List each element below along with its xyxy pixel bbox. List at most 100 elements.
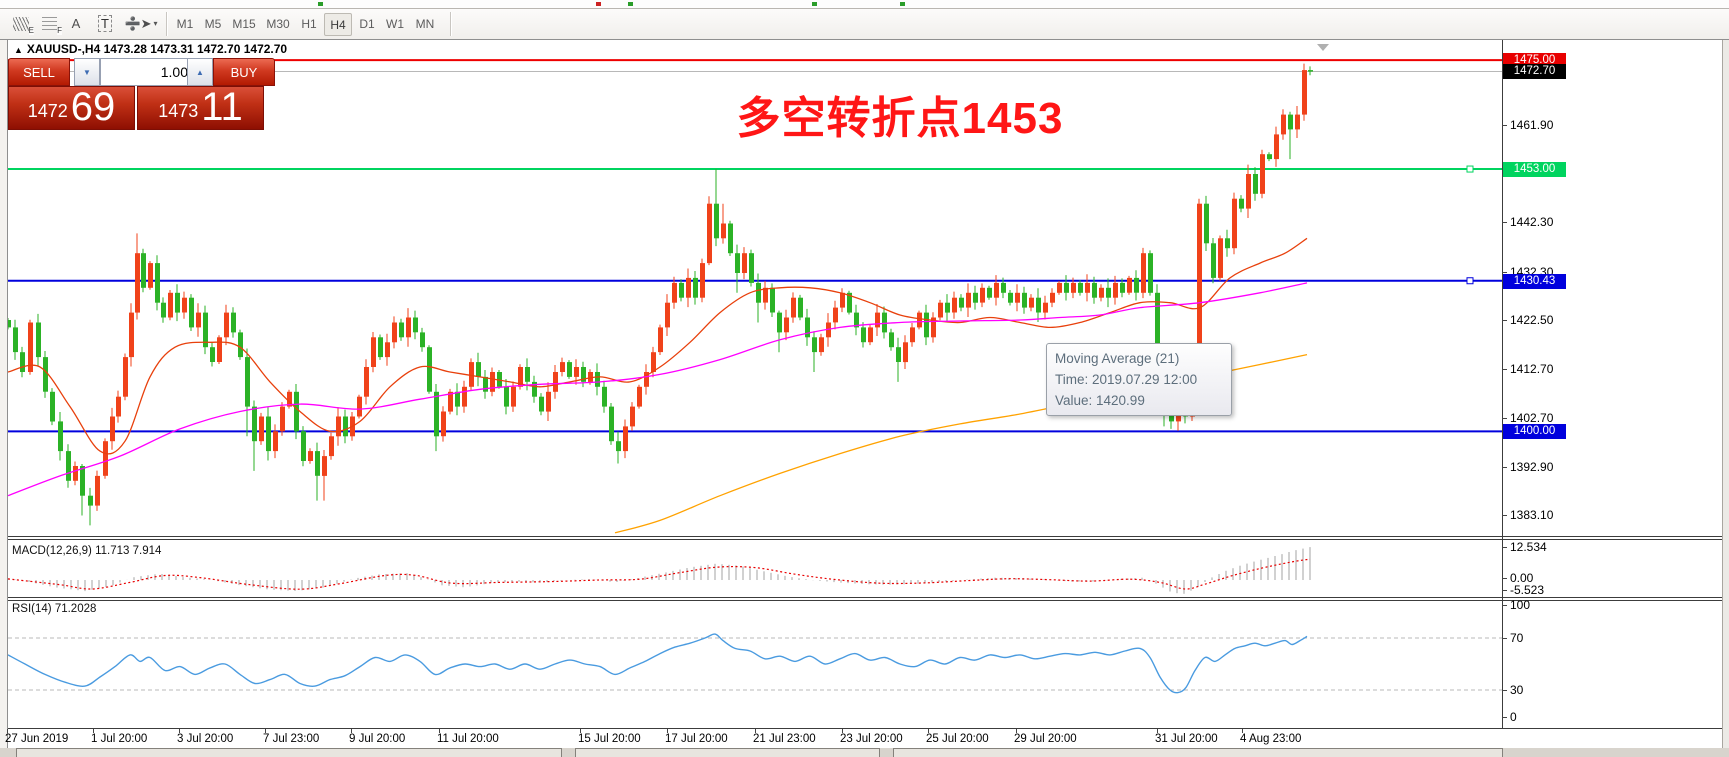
date-tick-mark: [1157, 729, 1158, 733]
buy-price-display[interactable]: 1473 11: [137, 86, 264, 130]
scroll-to-end-marker[interactable]: [1317, 44, 1329, 51]
timeframe-button-m15[interactable]: M15: [232, 16, 256, 31]
volume-increase-button[interactable]: ▲: [187, 58, 213, 86]
price-tick-mark: [1502, 222, 1507, 223]
date-tick-mark: [842, 729, 843, 733]
timeframe-button-m30[interactable]: M30: [266, 16, 290, 31]
date-label: 7 Jul 23:00: [263, 733, 320, 745]
chevron-down-icon[interactable]: ▾: [153, 19, 158, 28]
date-tick-mark: [755, 729, 756, 733]
window-right-edge[interactable]: [1722, 40, 1729, 748]
price-tick-mark: [1502, 418, 1507, 419]
timeframe-button-mn[interactable]: MN: [415, 16, 435, 31]
price-tick-label: 1392.90: [1510, 460, 1554, 474]
macd-tick-label: -5.523: [1510, 583, 1545, 597]
macd-tick-mark: [1502, 590, 1507, 591]
date-tick-mark: [439, 729, 440, 733]
timeframe-button-h4[interactable]: H4: [324, 13, 352, 36]
splitter-macd-rsi[interactable]: [7, 597, 1722, 598]
toolbar-fragment: [812, 2, 817, 6]
date-label: 27 Jun 2019: [5, 733, 69, 745]
rsi-tick-mark: [1502, 690, 1507, 691]
price-level-label: 1472.70: [1503, 63, 1566, 79]
date-tick-mark: [1242, 729, 1243, 733]
price-tick-label: 1422.50: [1510, 313, 1554, 327]
rsi-tick-mark: [1502, 717, 1507, 718]
buy-price-pips: 11: [201, 85, 243, 129]
arrows-tool-icon: ➗➤: [124, 15, 152, 31]
date-label: 15 Jul 20:00: [578, 733, 641, 745]
splitter-main-macd-2: [7, 539, 1722, 540]
timeframe-button-d1[interactable]: D1: [359, 16, 375, 31]
minimized-window[interactable]: [16, 748, 562, 757]
price-tick-label: 1383.10: [1510, 508, 1554, 522]
timeframe-button-w1[interactable]: W1: [386, 16, 404, 31]
rsi-tick-mark: [1502, 605, 1507, 606]
timeframe-button-h1[interactable]: H1: [301, 16, 317, 31]
ma-tooltip: Moving Average (21) Time: 2019.07.29 12:…: [1046, 343, 1232, 416]
one-click-trading-widget: SELL ▼ 1.00 ▲ BUY 1472 69 1473 11: [8, 58, 275, 130]
buy-price-main: 1473: [158, 101, 199, 121]
timeframe-button-m1[interactable]: M1: [176, 16, 194, 31]
toolbar-fragment: [596, 2, 601, 6]
price-tick-mark: [1502, 515, 1507, 516]
price-tick-label: 1412.70: [1510, 362, 1554, 376]
rsi-indicator-label: RSI(14) 71.2028: [12, 603, 97, 615]
fibonacci-icon: [41, 17, 57, 30]
minimized-window[interactable]: [575, 748, 880, 757]
price-tick-mark: [1502, 125, 1507, 126]
date-label: 3 Jul 20:00: [177, 733, 234, 745]
minimized-windows-strip: [0, 748, 1729, 757]
toolbar-fragment: [628, 2, 633, 6]
price-axis-panel: [1502, 40, 1722, 748]
price-level-label: 1400.00: [1503, 423, 1566, 439]
macd-tick-label: 0.00: [1510, 571, 1534, 585]
clipped-toolbar-row: [0, 0, 1729, 9]
macd-tick-mark: [1502, 547, 1507, 548]
arrows-tool[interactable]: ➗➤ ▾: [122, 12, 160, 35]
date-tick-mark: [265, 729, 266, 733]
splitter-macd-rsi-2: [7, 600, 1722, 601]
fibonacci-tool[interactable]: F: [36, 12, 62, 35]
text-label-tool[interactable]: A: [64, 12, 88, 35]
sell-button[interactable]: SELL: [8, 58, 70, 86]
date-label: 1 Jul 20:00: [91, 733, 148, 745]
date-tick-mark: [351, 729, 352, 733]
sell-price-main: 1472: [27, 101, 68, 121]
tooltip-title: Moving Average (21): [1055, 351, 1180, 366]
sell-price-display[interactable]: 1472 69: [8, 86, 135, 130]
sell-price-pips: 69: [70, 85, 116, 129]
price-tick-mark: [1502, 467, 1507, 468]
window-left-edge: [0, 40, 8, 748]
macd-tick-mark: [1502, 578, 1507, 579]
price-tick-mark: [1502, 272, 1507, 273]
chart-annotation-text: 多空转折点1453: [736, 94, 1064, 143]
text-label-tool-icon: A: [71, 16, 81, 31]
date-label: 4 Aug 23:00: [1240, 733, 1302, 745]
axis-left-border: [1502, 40, 1503, 729]
date-tick-mark: [7, 729, 8, 733]
date-label: 23 Jul 20:00: [840, 733, 903, 745]
channel-icon: [13, 16, 29, 31]
rsi-tick-label: 30: [1510, 683, 1524, 697]
toolbar-separator: [450, 12, 452, 36]
price-level-label: 1453.00: [1503, 161, 1566, 177]
splitter-main-macd[interactable]: [7, 536, 1722, 537]
date-label: 31 Jul 20:00: [1155, 733, 1218, 745]
timeframe-button-m5[interactable]: M5: [204, 16, 222, 31]
text-tool[interactable]: T: [92, 12, 118, 35]
buy-button[interactable]: BUY: [213, 58, 275, 86]
rsi-tick-label: 70: [1510, 631, 1524, 645]
symbol-ohlc-text: XAUUSD-,H4 1473.28 1473.31 1472.70 1472.…: [26, 42, 288, 56]
macd-indicator-label: MACD(12,26,9) 11.713 7.914: [12, 545, 162, 557]
channel-draw-tool[interactable]: E: [8, 12, 34, 35]
tooltip-time: Time: 2019.07.29 12:00: [1055, 372, 1198, 387]
volume-decrease-button[interactable]: ▼: [74, 58, 100, 86]
date-label: 21 Jul 23:00: [753, 733, 816, 745]
rsi-panel[interactable]: [8, 600, 1502, 728]
price-level-label: 1430.43: [1503, 273, 1566, 289]
macd-panel[interactable]: [8, 539, 1502, 597]
rsi-tick-label: 0: [1510, 710, 1517, 724]
minimized-window[interactable]: [893, 748, 1503, 757]
